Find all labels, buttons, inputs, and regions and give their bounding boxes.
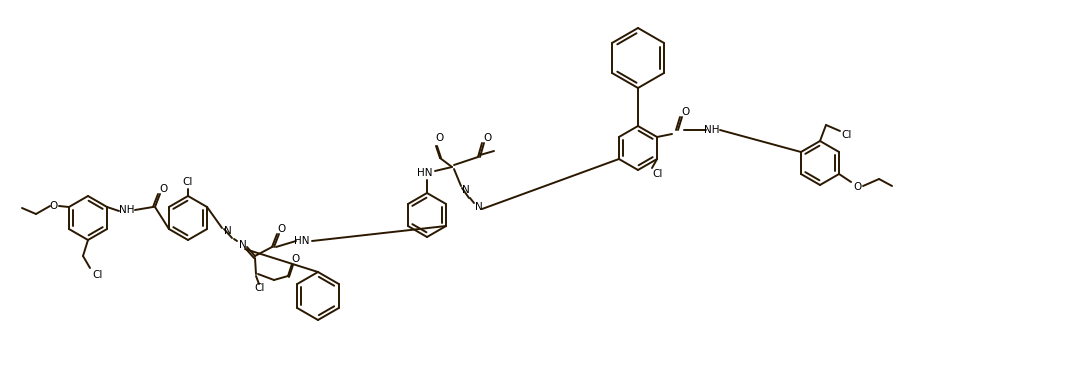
Text: Cl: Cl bbox=[842, 130, 852, 140]
Text: NH: NH bbox=[120, 205, 135, 215]
Text: N: N bbox=[224, 226, 232, 236]
Text: O: O bbox=[50, 201, 58, 211]
Text: N: N bbox=[475, 202, 483, 212]
Text: N: N bbox=[462, 185, 469, 195]
Text: O: O bbox=[435, 133, 443, 143]
Text: O: O bbox=[292, 254, 300, 264]
Text: Cl: Cl bbox=[653, 169, 664, 179]
Text: O: O bbox=[483, 133, 491, 143]
Text: O: O bbox=[159, 184, 167, 194]
Text: Cl: Cl bbox=[255, 283, 265, 293]
Text: Cl: Cl bbox=[182, 177, 193, 187]
Text: HN: HN bbox=[295, 236, 310, 246]
Text: Cl: Cl bbox=[93, 270, 104, 280]
Text: N: N bbox=[240, 240, 247, 250]
Text: HN: HN bbox=[418, 168, 433, 178]
Text: O: O bbox=[681, 107, 689, 117]
Text: NH: NH bbox=[705, 125, 720, 135]
Text: O: O bbox=[278, 224, 286, 234]
Text: O: O bbox=[852, 182, 861, 192]
